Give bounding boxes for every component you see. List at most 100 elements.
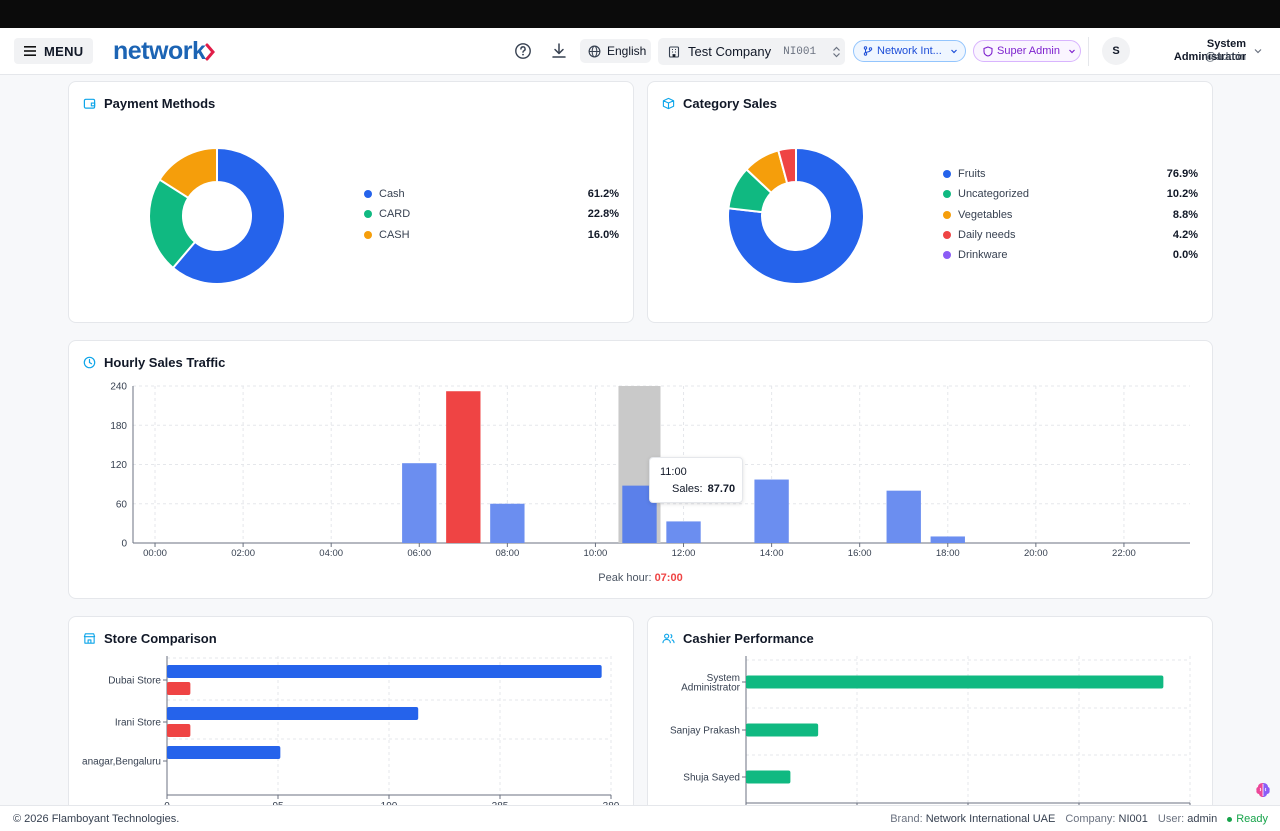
- help-icon[interactable]: [514, 42, 532, 60]
- user-name[interactable]: System Administrator: [1173, 38, 1246, 63]
- bar-1200[interactable]: [666, 521, 701, 543]
- legend-item[interactable]: Fruits: [943, 168, 986, 180]
- store-comparison-chart: Dubai Store Irani Store anagar,Bengaluru 0 9…: [82, 656, 620, 805]
- chevron-down-icon: [1069, 49, 1075, 54]
- bar-0700[interactable]: [446, 391, 481, 543]
- bar-shuja-sayed[interactable]: [746, 770, 791, 784]
- company-label: Company:: [1065, 813, 1116, 825]
- legend-item[interactable]: Cash: [364, 188, 405, 200]
- bar-sanjay-prakash[interactable]: [746, 723, 819, 737]
- category-label: Irani Store: [115, 718, 162, 729]
- payment-methods-title-text: Payment Methods: [104, 96, 216, 111]
- company-name: Test Company: [688, 44, 772, 59]
- status-text: Ready: [1236, 813, 1268, 825]
- cashier-performance-card: Cashier Performance System Administrator S…: [647, 616, 1213, 816]
- category-label: anagar,Bengaluru: [82, 757, 161, 768]
- x-tick-label: 190: [381, 801, 398, 805]
- legend-label: Daily needs: [958, 228, 1016, 241]
- peak-hour-label: Peak hour:: [598, 572, 652, 584]
- donut-slice-cash[interactable]: [158, 146, 218, 200]
- legend-dot: [943, 170, 951, 178]
- network-label: Network Int...: [877, 45, 942, 57]
- category-sales-title-text: Category Sales: [683, 96, 777, 111]
- bar-anagar-bengaluru[interactable]: [167, 746, 281, 759]
- bar-1700[interactable]: [886, 490, 921, 543]
- tooltip-time: 11:00: [660, 466, 687, 478]
- legend-item[interactable]: Daily needs: [943, 229, 1015, 241]
- store-comparison-card: Store Comparison Dubai Store Irani Store a…: [68, 616, 634, 816]
- ai-assistant-icon[interactable]: [1254, 781, 1272, 799]
- brand-logo[interactable]: network: [113, 37, 216, 66]
- bar-0600[interactable]: [402, 463, 437, 543]
- x-tick-label: 16:00: [848, 548, 872, 559]
- shield-icon: [983, 45, 993, 57]
- donut-slice-daily-needs[interactable]: [777, 146, 797, 185]
- payment-methods-card: Payment Methods Cash 61.2% CARD 22.8% CASH 16…: [68, 81, 634, 323]
- legend-item[interactable]: Vegetables: [943, 209, 1012, 221]
- category-label: Administrator: [681, 682, 741, 693]
- bar-0800[interactable]: [490, 503, 525, 543]
- wallet-icon: [83, 98, 96, 109]
- legend-value: 0.0%: [1172, 249, 1198, 262]
- app-footer: © 2026 Flamboyant Technologies. Brand: N…: [0, 805, 1280, 831]
- y-tick-label: 120: [110, 460, 127, 471]
- x-tick-label: 08:00: [495, 548, 519, 559]
- store-icon: [83, 633, 96, 644]
- legend-value: 76.9%: [1166, 168, 1198, 180]
- download-icon[interactable]: [550, 42, 568, 60]
- chevron-down-icon: [950, 49, 957, 54]
- x-tick-label: 18:00: [936, 548, 960, 559]
- x-tick-label: 14:00: [760, 548, 784, 559]
- x-tick-label: 12:00: [672, 548, 696, 559]
- branch-icon: [863, 46, 873, 56]
- bar-dubai-store[interactable]: [167, 682, 191, 695]
- y-tick-label: 180: [110, 421, 127, 432]
- legend-label: Fruits: [958, 168, 986, 180]
- donut-slice-fruits[interactable]: [727, 146, 865, 285]
- cashier-performance-title: Cashier Performance: [662, 631, 814, 646]
- language-selector[interactable]: English: [580, 39, 651, 63]
- cashier-performance-title-text: Cashier Performance: [683, 631, 814, 646]
- company-selector[interactable]: Test Company NI001: [658, 38, 845, 65]
- tooltip-value: 87.70: [707, 483, 736, 495]
- legend-item[interactable]: Drinkware: [943, 249, 1008, 261]
- payment-methods-donut: [148, 146, 286, 285]
- legend-item[interactable]: CASH: [364, 229, 410, 241]
- bar-system-administrator[interactable]: [746, 675, 1164, 689]
- user-menu-chevron-icon[interactable]: [1253, 46, 1263, 56]
- legend-dot: [943, 251, 951, 260]
- avatar[interactable]: S: [1102, 37, 1130, 65]
- legend-item[interactable]: CARD: [364, 208, 410, 220]
- x-tick-label: 02:00: [231, 548, 255, 559]
- status-dot-icon: [1227, 816, 1233, 822]
- user-handle: @admin: [1204, 51, 1246, 63]
- legend-label: Cash: [379, 188, 405, 200]
- bar-1800[interactable]: [930, 536, 965, 543]
- role-selector[interactable]: Super Admin: [973, 40, 1081, 62]
- legend-dot: [943, 230, 951, 239]
- x-tick-label: 22:00: [1112, 548, 1136, 559]
- legend-value: 4.2%: [1172, 228, 1198, 241]
- network-selector[interactable]: Network Int...: [853, 40, 966, 62]
- bar-irani-store[interactable]: [167, 707, 419, 720]
- legend-item[interactable]: Uncategorized: [943, 188, 1029, 200]
- x-tick-label: 285: [492, 801, 509, 805]
- donut-slice-cash[interactable]: [171, 146, 286, 285]
- menu-button[interactable]: MENU: [14, 38, 94, 64]
- legend-dot: [364, 230, 372, 239]
- category-label: Sanjay Prakash: [670, 726, 740, 737]
- y-tick-label: 60: [116, 499, 128, 510]
- legend-value: 10.2%: [1166, 188, 1198, 201]
- x-tick-label: 0: [164, 801, 170, 805]
- bar-dubai-store[interactable]: [167, 665, 602, 678]
- bar-irani-store[interactable]: [167, 724, 191, 737]
- bar-1400[interactable]: [754, 479, 789, 543]
- x-tick-label: 04:00: [319, 548, 343, 559]
- copyright: © 2026 Flamboyant Technologies.: [13, 813, 180, 825]
- tooltip-label: Sales:: [672, 483, 703, 495]
- chevron-up-down-icon: [833, 46, 841, 57]
- legend-label: CASH: [379, 228, 410, 241]
- logo-text: network: [113, 37, 206, 65]
- window-top-bar: [0, 0, 1280, 28]
